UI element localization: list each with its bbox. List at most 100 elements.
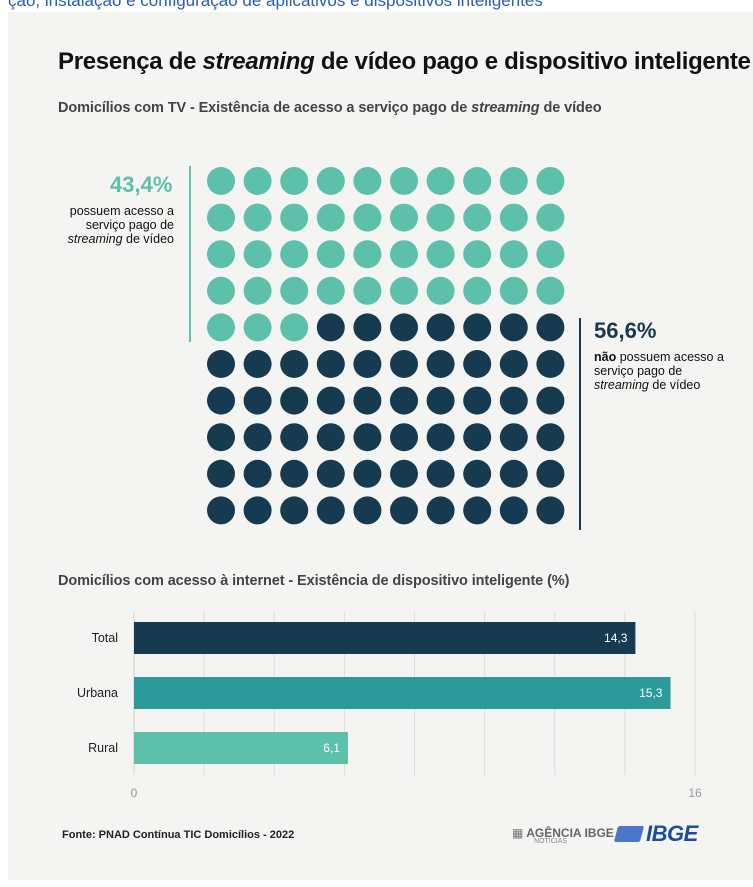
waffle-dot-without-access xyxy=(316,386,345,415)
waffle-dot-without-access xyxy=(463,459,492,488)
waffle-dot-with-access xyxy=(316,240,345,269)
waffle-dot-without-access xyxy=(499,459,528,488)
waffle-dot-without-access xyxy=(499,496,528,525)
right-bracket-line xyxy=(579,318,581,530)
waffle-dot-with-access xyxy=(463,276,492,305)
waffle-dot-without-access xyxy=(463,313,492,342)
waffle-dot-without-access xyxy=(280,459,309,488)
waffle-dot-with-access xyxy=(280,240,309,269)
waffle-dot-with-access xyxy=(499,276,528,305)
waffle-dot-with-access xyxy=(390,240,418,269)
waffle-dot-without-access xyxy=(207,386,235,415)
waffle-dot-without-access xyxy=(536,350,565,378)
waffle-dot-with-access xyxy=(390,276,418,305)
waffle-dot-without-access xyxy=(243,459,272,488)
waffle-dot-with-access xyxy=(536,240,565,269)
right-percentage: 56,6% xyxy=(594,318,657,343)
waffle-dot-without-access xyxy=(536,386,565,415)
waffle-dot-without-access xyxy=(207,350,235,378)
x-tick-label: 0 xyxy=(131,786,138,800)
waffle-dot-with-access xyxy=(280,276,309,305)
waffle-dot-without-access xyxy=(426,423,455,452)
source-note: Fonte: PNAD Contínua TIC Domicílios - 20… xyxy=(62,829,295,841)
waffle-dot-with-access xyxy=(536,276,565,305)
waffle-dot-with-access xyxy=(353,240,382,269)
ibge-flag-icon xyxy=(613,826,645,842)
waffle-dot-with-access xyxy=(536,167,565,195)
waffle-dot-with-access xyxy=(207,203,235,232)
waffle-dot-without-access xyxy=(499,350,528,378)
waffle-dot-with-access xyxy=(463,167,492,195)
left-description: possuem acesso a serviço pago de streami… xyxy=(67,204,174,246)
waffle-dot-with-access xyxy=(426,203,455,232)
waffle-dot-without-access xyxy=(353,386,382,415)
waffle-dot-with-access xyxy=(390,203,418,232)
waffle-dot-with-access xyxy=(536,203,565,232)
waffle-dot-without-access xyxy=(243,423,272,452)
waffle-dot-without-access xyxy=(280,496,309,525)
waffle-dot-with-access xyxy=(463,240,492,269)
agencia-logo-icon: ▦ xyxy=(512,826,527,840)
waffle-dot-without-access xyxy=(280,423,309,452)
waffle-dot-with-access xyxy=(207,313,235,342)
waffle-dot-without-access xyxy=(243,496,272,525)
waffle-dot-without-access xyxy=(499,423,528,452)
waffle-dot-without-access xyxy=(390,459,418,488)
waffle-dot-with-access xyxy=(280,203,309,232)
bar-rural xyxy=(134,732,348,764)
waffle-dot-with-access xyxy=(426,167,455,195)
infographic-card xyxy=(8,12,753,880)
waffle-dot-without-access xyxy=(426,496,455,525)
waffle-dot-with-access xyxy=(499,167,528,195)
agencia-logo-sub: NOTÍCIAS xyxy=(534,838,568,845)
waffle-dot-with-access xyxy=(243,313,272,342)
waffle-dot-with-access xyxy=(207,276,235,305)
top-strip-text: ção, instalação e configuração de aplica… xyxy=(8,0,543,10)
waffle-dot-without-access xyxy=(353,423,382,452)
waffle-dot-with-access xyxy=(426,276,455,305)
waffle-dot-without-access xyxy=(499,386,528,415)
waffle-dot-without-access xyxy=(280,386,309,415)
waffle-dot-without-access xyxy=(390,350,418,378)
value-label: 15,3 xyxy=(639,686,663,700)
waffle-dot-without-access xyxy=(353,350,382,378)
waffle-dot-with-access xyxy=(499,203,528,232)
waffle-dot-without-access xyxy=(316,313,345,342)
waffle-dot-with-access xyxy=(463,203,492,232)
category-label: Urbana xyxy=(77,686,118,700)
waffle-dot-with-access xyxy=(499,240,528,269)
waffle-dot-without-access xyxy=(280,350,309,378)
page-title: Presença de streaming de vídeo pago e di… xyxy=(58,48,751,75)
bar-urbana xyxy=(134,677,671,709)
waffle-dot-without-access xyxy=(426,313,455,342)
waffle-dot-without-access xyxy=(207,459,235,488)
waffle-dot-with-access xyxy=(316,167,345,195)
waffle-dot-with-access xyxy=(353,203,382,232)
waffle-dot-without-access xyxy=(536,313,565,342)
waffle-dot-with-access xyxy=(207,240,235,269)
waffle-dot-without-access xyxy=(316,350,345,378)
x-tick-label: 16 xyxy=(688,786,702,800)
value-label: 6,1 xyxy=(323,741,340,755)
waffle-dot-without-access xyxy=(243,386,272,415)
category-label: Rural xyxy=(88,741,118,755)
waffle-dot-with-access xyxy=(243,167,272,195)
right-description: não possuem acesso a serviço pago de str… xyxy=(594,350,724,392)
waffle-dot-with-access xyxy=(353,276,382,305)
waffle-dot-without-access xyxy=(207,496,235,525)
waffle-dot-without-access xyxy=(243,350,272,378)
waffle-dot-without-access xyxy=(463,386,492,415)
waffle-dot-without-access xyxy=(207,423,235,452)
waffle-dot-without-access xyxy=(463,423,492,452)
left-percentage: 43,4% xyxy=(110,172,173,197)
waffle-dot-without-access xyxy=(426,459,455,488)
value-label: 14,3 xyxy=(604,631,628,645)
bar-total xyxy=(134,622,636,654)
waffle-dot-with-access xyxy=(316,203,345,232)
barchart-subtitle: Domicílios com acesso à internet - Exist… xyxy=(58,573,570,589)
waffle-dot-with-access xyxy=(353,167,382,195)
waffle-dot-with-access xyxy=(243,203,272,232)
waffle-dot-without-access xyxy=(536,459,565,488)
waffle-dot-without-access xyxy=(463,350,492,378)
